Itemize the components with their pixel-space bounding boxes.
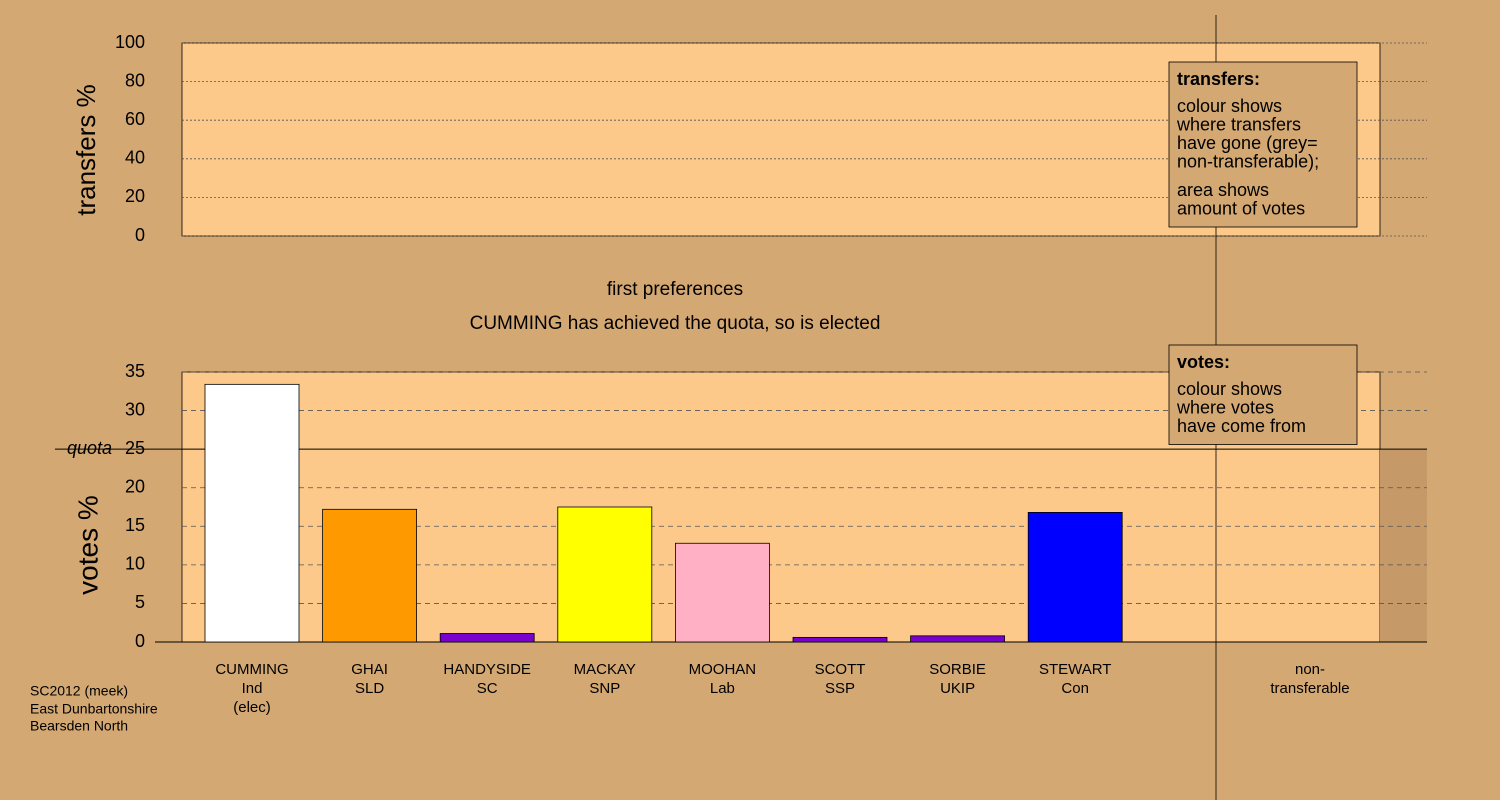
legend-text: non-transferable); [1177, 151, 1319, 171]
y-tick-label: 15 [125, 515, 145, 535]
y-axis-title: transfers % [71, 84, 101, 216]
legend-text: amount of votes [1177, 198, 1305, 218]
y-tick-label: 5 [135, 592, 145, 612]
legend-title: transfers: [1177, 69, 1260, 89]
party-label: Con [1061, 680, 1089, 697]
legend-text: where transfers [1176, 114, 1301, 134]
bar [322, 508, 418, 643]
x-tick-label: STEWART [1039, 661, 1112, 678]
y-tick-label: 0 [135, 225, 145, 245]
legend-box [1168, 61, 1358, 228]
y-tick-label: 80 [125, 70, 145, 90]
party-label: Lab [710, 680, 735, 697]
bar [204, 383, 300, 643]
bar [792, 636, 888, 643]
y-tick-label: 40 [125, 148, 145, 168]
party-label: UKIP [940, 680, 975, 697]
x-tick-label: MACKAY [574, 661, 636, 678]
y-tick-label: 10 [125, 554, 145, 574]
bar [910, 635, 1005, 643]
footer: East Dunbartonshire [30, 701, 158, 717]
x-tick-label: SCOTT [815, 661, 866, 678]
x-tick-label: HANDYSIDE [443, 661, 531, 678]
x-tick-label: transferable [1270, 680, 1349, 697]
party-label: SNP [589, 680, 620, 697]
y-tick-label: 35 [125, 361, 145, 381]
bar [557, 506, 653, 643]
x-tick-label: SORBIE [929, 661, 986, 678]
bar [439, 633, 535, 643]
legend-text: have gone (grey= [1177, 133, 1318, 153]
y-tick-label: 20 [125, 186, 145, 206]
chart-subtitle: CUMMING has achieved the quota, so is el… [470, 313, 881, 334]
y-tick-label: 20 [125, 476, 145, 496]
footer: SC2012 (meek) [30, 683, 128, 699]
quota-label: quota [67, 438, 112, 458]
legend-text: area shows [1177, 180, 1269, 200]
footer: Bearsden North [30, 718, 128, 734]
legend-text: where votes [1176, 397, 1274, 417]
legend-title: votes: [1177, 352, 1230, 372]
y-tick-label: 60 [125, 109, 145, 129]
legend-box [1168, 344, 1358, 445]
bar [1027, 512, 1123, 643]
legend-text: have come from [1177, 416, 1306, 436]
chart-title: first preferences [607, 279, 743, 300]
note-label: (elec) [233, 699, 271, 716]
legend-text: colour shows [1177, 96, 1282, 116]
party-label: SSP [825, 680, 855, 697]
x-tick-label: GHAI [351, 661, 388, 678]
y-tick-label: 100 [115, 32, 145, 52]
y-axis-title: votes % [72, 495, 103, 595]
y-tick-label: 0 [135, 631, 145, 651]
legend-text: colour shows [1177, 379, 1282, 399]
y-tick-label: 30 [125, 399, 145, 419]
party-label: SLD [355, 680, 384, 697]
x-tick-label: MOOHAN [689, 661, 757, 678]
x-tick-label: CUMMING [215, 661, 288, 678]
x-tick-label: non- [1295, 661, 1325, 678]
shade [1380, 449, 1427, 642]
bar [675, 542, 770, 643]
y-tick-label: 25 [125, 438, 145, 458]
party-label: Ind [242, 680, 263, 697]
party-label: SC [477, 680, 498, 697]
